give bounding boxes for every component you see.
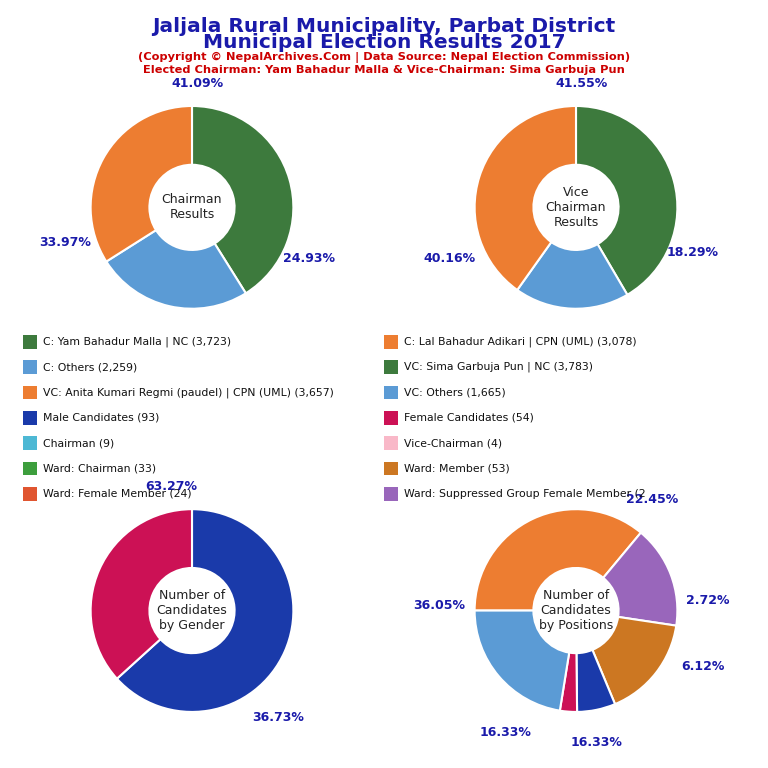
- Text: (Copyright © NepalArchives.Com | Data Source: Nepal Election Commission): (Copyright © NepalArchives.Com | Data So…: [138, 51, 630, 62]
- Text: Municipal Election Results 2017: Municipal Election Results 2017: [203, 33, 565, 52]
- Text: Female Candidates (54): Female Candidates (54): [404, 412, 534, 423]
- Text: 63.27%: 63.27%: [146, 480, 197, 493]
- Text: Chairman
Results: Chairman Results: [162, 194, 222, 221]
- Wedge shape: [560, 653, 577, 712]
- Text: 40.16%: 40.16%: [423, 252, 475, 264]
- Text: Vice-Chairman (4): Vice-Chairman (4): [404, 438, 502, 449]
- Text: Ward: Chairman (33): Ward: Chairman (33): [43, 463, 156, 474]
- Wedge shape: [576, 106, 677, 295]
- Text: 41.09%: 41.09%: [171, 77, 223, 90]
- Wedge shape: [517, 242, 627, 309]
- Text: VC: Others (1,665): VC: Others (1,665): [404, 387, 505, 398]
- Text: 22.45%: 22.45%: [626, 492, 678, 505]
- Text: Male Candidates (93): Male Candidates (93): [43, 412, 160, 423]
- Text: 41.55%: 41.55%: [555, 77, 607, 90]
- Text: VC: Sima Garbuja Pun | NC (3,783): VC: Sima Garbuja Pun | NC (3,783): [404, 362, 593, 372]
- Text: C: Lal Bahadur Adikari | CPN (UML) (3,078): C: Lal Bahadur Adikari | CPN (UML) (3,07…: [404, 336, 637, 347]
- Text: 36.05%: 36.05%: [413, 599, 465, 612]
- Text: 33.97%: 33.97%: [39, 237, 91, 250]
- Text: 36.73%: 36.73%: [252, 710, 304, 723]
- Text: Number of
Candidates
by Gender: Number of Candidates by Gender: [157, 589, 227, 632]
- Wedge shape: [91, 509, 192, 679]
- Wedge shape: [192, 106, 293, 293]
- Text: 6.12%: 6.12%: [681, 660, 724, 673]
- Text: Chairman (9): Chairman (9): [43, 438, 114, 449]
- Text: Vice
Chairman
Results: Vice Chairman Results: [546, 186, 606, 229]
- Wedge shape: [475, 106, 576, 290]
- Text: Jaljala Rural Municipality, Parbat District: Jaljala Rural Municipality, Parbat Distr…: [152, 17, 616, 36]
- Text: C: Yam Bahadur Malla | NC (3,723): C: Yam Bahadur Malla | NC (3,723): [43, 336, 231, 347]
- Wedge shape: [475, 509, 641, 611]
- Wedge shape: [475, 611, 569, 710]
- Text: Number of
Candidates
by Positions: Number of Candidates by Positions: [539, 589, 613, 632]
- Wedge shape: [592, 617, 677, 704]
- Text: Ward: Female Member (24): Ward: Female Member (24): [43, 488, 192, 499]
- Wedge shape: [91, 106, 192, 262]
- Text: VC: Anita Kumari Regmi (paudel) | CPN (UML) (3,657): VC: Anita Kumari Regmi (paudel) | CPN (U…: [43, 387, 334, 398]
- Text: 16.33%: 16.33%: [571, 736, 622, 749]
- Wedge shape: [117, 509, 293, 712]
- Text: Elected Chairman: Yam Bahadur Malla & Vice-Chairman: Sima Garbuja Pun: Elected Chairman: Yam Bahadur Malla & Vi…: [143, 65, 625, 74]
- Wedge shape: [106, 230, 246, 309]
- Text: Ward: Suppressed Group Female Member (2: Ward: Suppressed Group Female Member (2: [404, 488, 646, 499]
- Wedge shape: [603, 533, 677, 626]
- Text: Ward: Member (53): Ward: Member (53): [404, 463, 510, 474]
- Wedge shape: [577, 650, 615, 712]
- Text: C: Others (2,259): C: Others (2,259): [43, 362, 137, 372]
- Text: 18.29%: 18.29%: [667, 247, 719, 260]
- Text: 24.93%: 24.93%: [283, 252, 335, 264]
- Text: 2.72%: 2.72%: [686, 594, 730, 607]
- Text: 16.33%: 16.33%: [479, 726, 531, 739]
